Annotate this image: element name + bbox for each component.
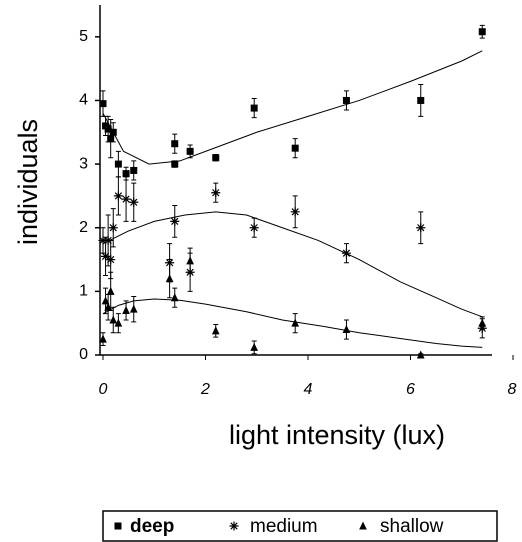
legend-marker [359,521,367,530]
point [106,286,115,295]
legend-label: medium [250,516,318,537]
fit-curve [102,211,483,318]
legend-label: deep [130,516,174,537]
point [170,293,179,302]
point [478,28,486,36]
legend-box [102,510,498,542]
x-tick-label: 2 [200,381,210,398]
point [249,223,259,233]
point [186,147,194,155]
x-axis-title: light intensity (lux) [229,420,445,450]
point [211,188,221,198]
point [341,248,351,258]
point [129,304,138,313]
point [106,254,116,265]
fit-curve [102,50,483,165]
point [99,100,107,108]
y-tick-label: 5 [79,28,88,45]
legend: deep medium shallow [114,516,444,537]
fit-curve [102,298,483,348]
point [291,318,300,327]
point [108,223,118,233]
y-tick-label: 2 [79,219,88,236]
point [101,251,111,261]
point [121,194,131,204]
point [250,342,259,351]
point [416,223,426,233]
x-tick-label: 8 [508,381,517,398]
legend-label: shallow [380,516,444,537]
point [211,326,220,335]
point [122,170,130,178]
point [290,207,300,217]
point [122,305,130,314]
point [342,324,351,334]
point [107,135,115,143]
x-tick-label: 4 [304,381,313,398]
point [114,160,122,168]
point [129,197,139,207]
point [109,315,118,324]
point [103,235,113,246]
point [109,128,117,136]
y-tick-label: 0 [79,346,88,363]
point [101,296,110,305]
plot-area: 0 1 2 3 4 5 0 2 4 6 8 [79,24,517,398]
point [171,140,179,148]
point [99,334,107,343]
point [113,191,123,201]
legend-marker [114,522,122,530]
x-tick-label: 6 [406,381,415,398]
point [130,166,138,174]
point [98,235,108,246]
point [104,302,112,311]
point [186,256,194,265]
y-tick-label: 3 [79,155,88,172]
x-tick-label: 0 [99,381,108,398]
point [165,274,174,283]
legend-marker [229,521,239,531]
point [342,96,350,104]
point [171,160,179,168]
point [416,350,425,359]
point [250,104,258,112]
y-axis-title: individuals [13,119,43,245]
y-tick-label: 1 [79,283,88,300]
point [212,154,220,162]
point [114,318,123,327]
point [291,144,299,152]
point [417,96,425,104]
point [478,318,487,327]
y-tick-label: 4 [79,92,88,109]
point [170,216,180,226]
point [104,125,112,133]
